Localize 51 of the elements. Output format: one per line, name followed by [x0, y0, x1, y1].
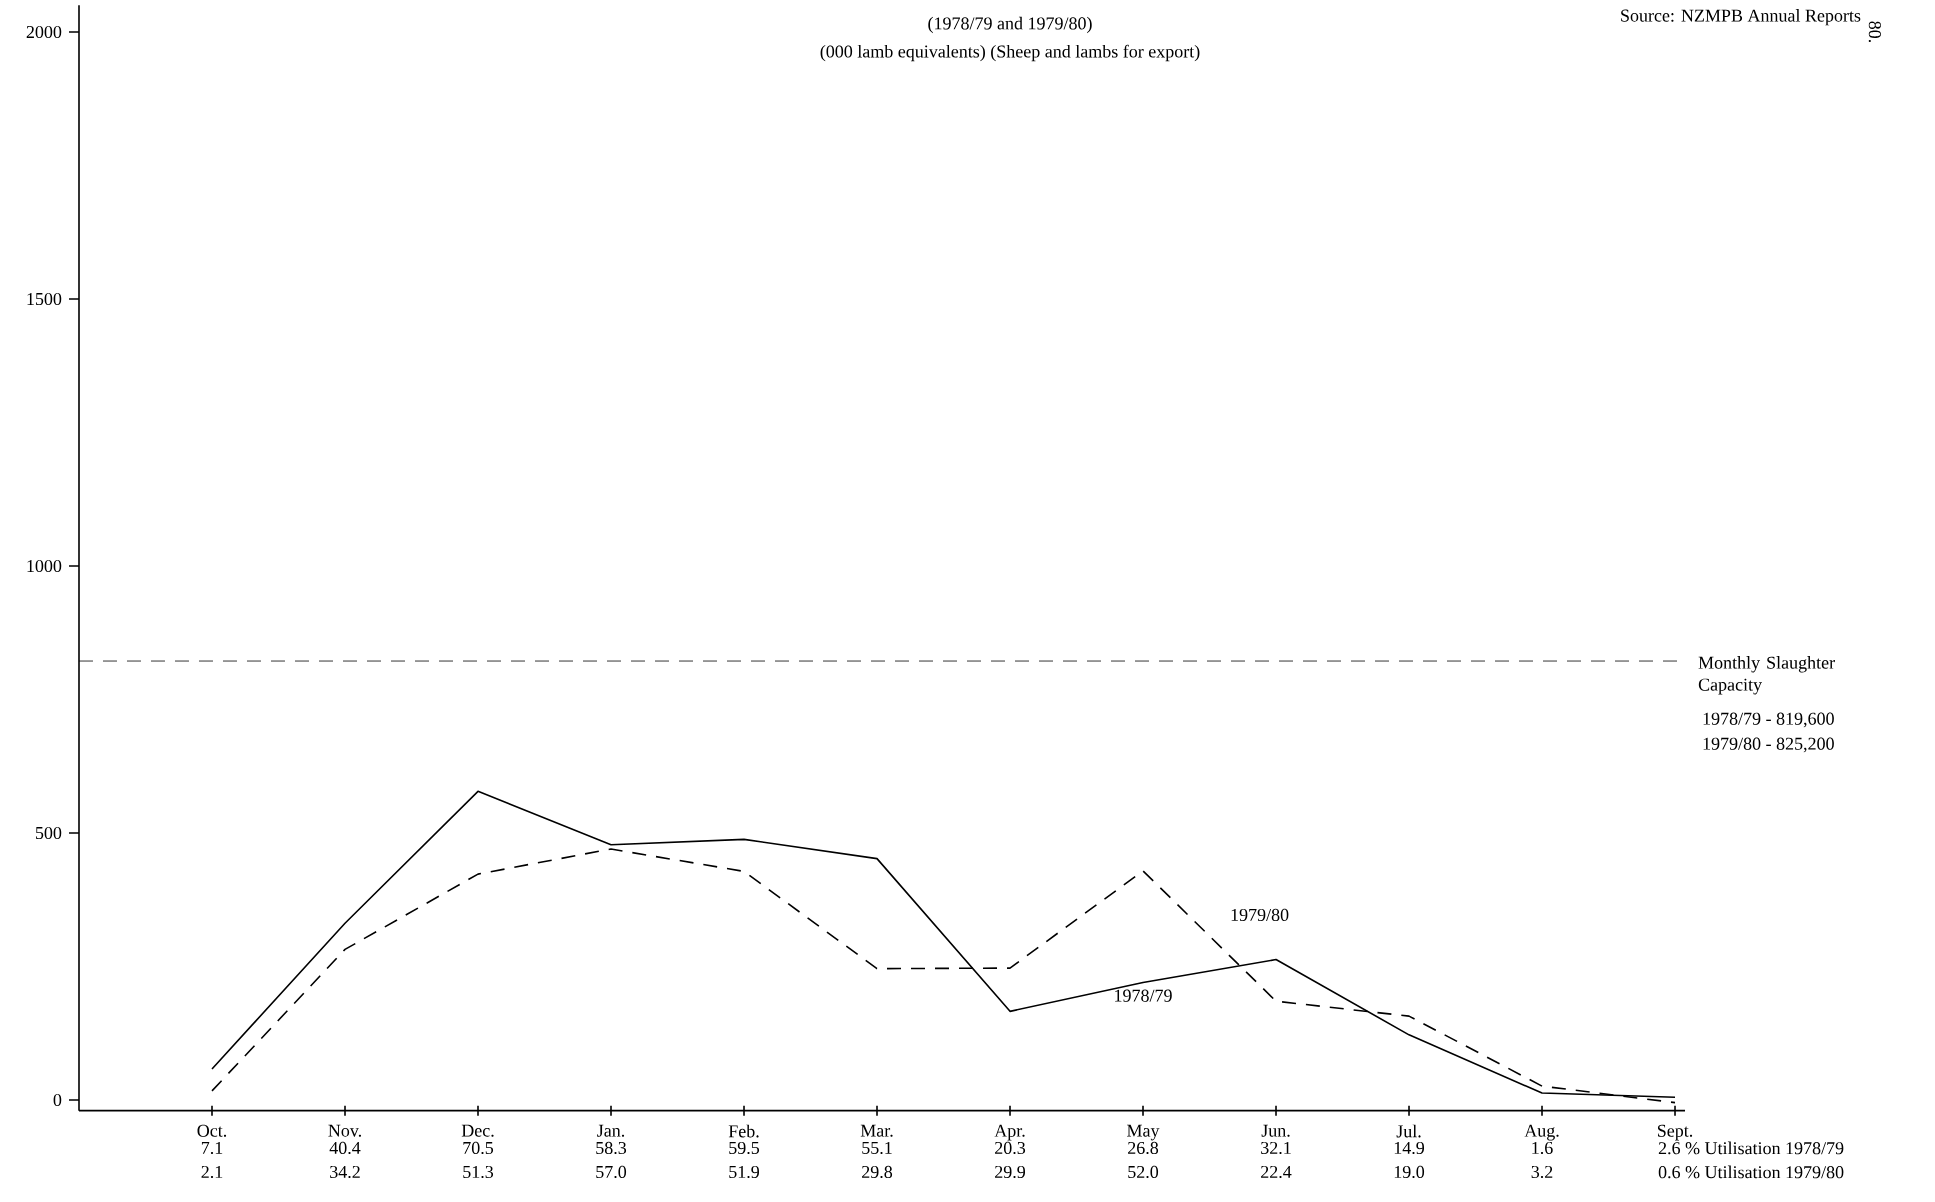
text: 0.6 % Utilisation 1979/80	[1658, 1165, 1844, 1179]
text: 55.1	[862, 1141, 892, 1155]
text: 59.5	[729, 1141, 760, 1155]
text: 20.3	[995, 1141, 1026, 1155]
series-label: 1978/79	[1115, 989, 1172, 1002]
y-tick-label: 1500	[27, 292, 62, 306]
y-tick-label: 2000	[26, 25, 62, 39]
y-tick-label: 1000	[27, 559, 62, 573]
text: (1978/79 and 1979/80)	[928, 16, 1092, 34]
text: 70.5	[463, 1141, 494, 1155]
text: 19.0	[1394, 1165, 1425, 1179]
text: 58.3	[596, 1141, 627, 1155]
text: 29.8	[862, 1165, 893, 1179]
line-series	[211, 790, 1676, 1099]
y-tick-label: 0	[53, 1093, 62, 1107]
text: 51.3	[463, 1165, 494, 1179]
text: 26.8	[1128, 1141, 1159, 1155]
text: 51.9	[729, 1165, 760, 1179]
text: 57.0	[596, 1165, 627, 1179]
text: 1979/80 - 825,200	[1703, 737, 1834, 753]
text: 1978/79 - 819,600	[1703, 712, 1834, 728]
text: 3.2	[1531, 1165, 1553, 1179]
text: 52.0	[1128, 1165, 1159, 1179]
x-tick-label: Aug.	[1524, 1124, 1559, 1141]
text: 80.	[1868, 21, 1881, 43]
text: 1.6	[1532, 1141, 1553, 1155]
series-label: 1979/80	[1231, 908, 1289, 921]
x-tick-label: Jun.	[1261, 1124, 1290, 1137]
annotation: Source: NZMPB Annual Reports	[1621, 9, 1861, 26]
x-tick-label: Apr.	[994, 1124, 1025, 1141]
text: (000 lamb equivalents) (Sheep and lambs for export)	[820, 44, 1200, 62]
text: 22.4	[1261, 1165, 1292, 1179]
text: 14.9	[1394, 1141, 1425, 1155]
y-tick-label: 500	[35, 826, 62, 840]
text: 7.1	[201, 1141, 223, 1155]
text: 29.9	[995, 1165, 1026, 1179]
x-tick-label: Mar.	[860, 1124, 893, 1137]
x-tick-label: Feb.	[728, 1124, 759, 1138]
x-tick-label: Oct.	[197, 1124, 227, 1137]
text: 2.6 % Utilisation 1978/79	[1658, 1141, 1844, 1155]
text: 32.1	[1261, 1141, 1291, 1155]
x-tick-label: Sept.	[1657, 1124, 1693, 1141]
ref-line-label: Monthly Slaughter Capacity	[1698, 656, 1835, 695]
x-tick-label: Nov.	[328, 1124, 362, 1137]
x-tick-label: Dec.	[461, 1124, 494, 1137]
x-tick-label: Jan.	[597, 1124, 625, 1137]
x-tick-label: Jul.	[1396, 1124, 1421, 1138]
text: 40.4	[329, 1141, 361, 1155]
text: 34.2	[330, 1165, 360, 1179]
text: 2.1	[201, 1165, 223, 1179]
x-tick-label: May	[1127, 1124, 1160, 1141]
